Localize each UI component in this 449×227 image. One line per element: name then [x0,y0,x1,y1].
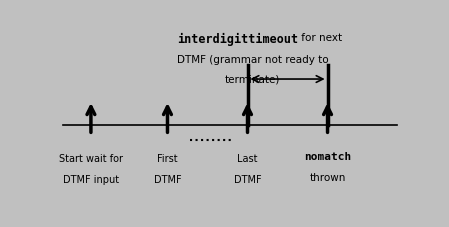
Text: terminate): terminate) [225,74,281,84]
Text: interdigittimeout: interdigittimeout [177,32,298,46]
Text: DTMF (grammar not ready to: DTMF (grammar not ready to [177,54,329,64]
Text: DTMF: DTMF [233,174,261,184]
Text: First: First [157,153,178,163]
Text: DTMF input: DTMF input [63,174,119,184]
Text: thrown: thrown [309,172,346,182]
Text: Start wait for: Start wait for [59,153,123,163]
Text: Last: Last [237,153,258,163]
Text: DTMF: DTMF [154,174,181,184]
Text: nomatch: nomatch [304,151,351,161]
Text: for next: for next [298,32,342,42]
